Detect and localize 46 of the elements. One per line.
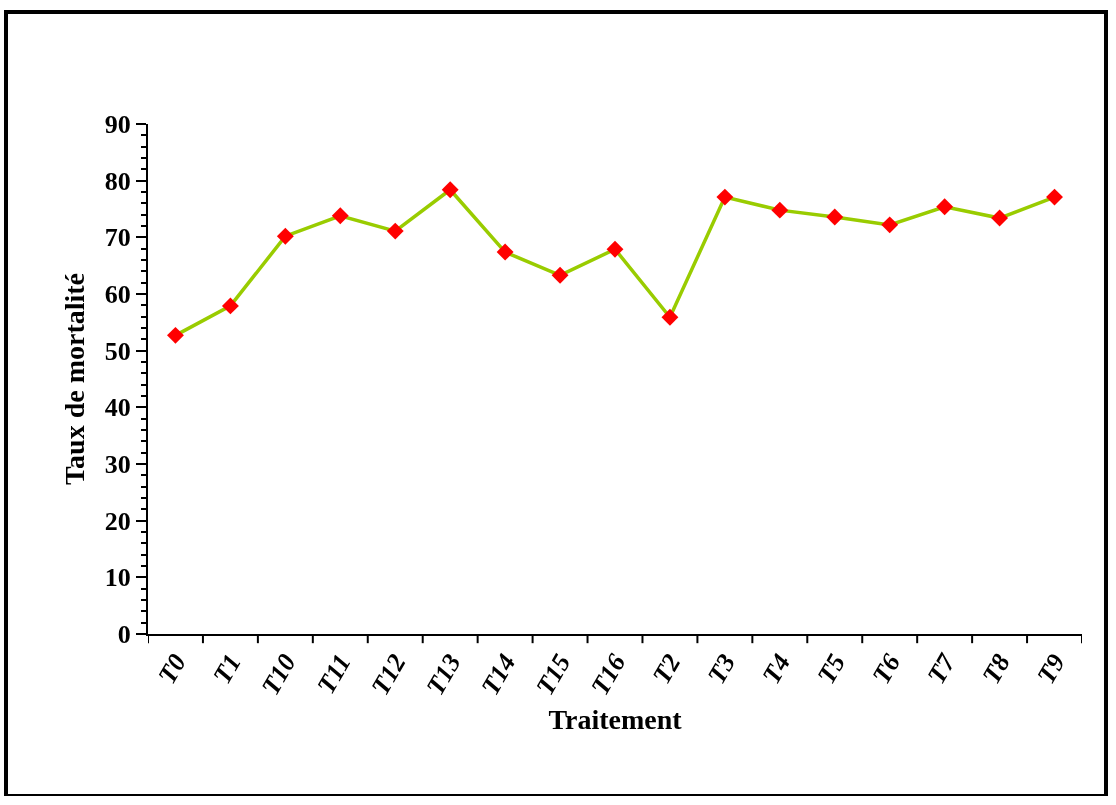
point: [991, 209, 1009, 227]
x-tick-label: T6: [866, 649, 907, 689]
y-tick-label: 50: [104, 336, 131, 366]
point: [826, 208, 844, 226]
x-tick-label: T14: [475, 649, 522, 700]
x-tick-label: T16: [585, 649, 632, 700]
point: [551, 266, 569, 284]
x-tick-label: T4: [756, 649, 797, 689]
y-tick-label: 40: [104, 393, 131, 423]
point: [606, 240, 624, 258]
point: [331, 207, 349, 225]
point: [716, 188, 734, 206]
y-axis-title: Taux de mortalité: [59, 272, 90, 486]
x-axis-title: Traitement: [548, 703, 683, 735]
x-tick-label: T5: [811, 649, 852, 689]
point: [276, 227, 294, 245]
point: [661, 308, 679, 326]
y-tick-label: 30: [104, 450, 131, 480]
x-tick-label: T2: [646, 649, 687, 689]
point: [881, 216, 899, 234]
x-tick-label: T9: [1031, 649, 1071, 689]
x-tick-label: T12: [365, 649, 412, 700]
point: [386, 222, 404, 240]
y-tick-label: 80: [104, 166, 131, 196]
x-tick-label: T1: [207, 649, 247, 689]
point: [441, 181, 459, 199]
point: [771, 201, 789, 219]
point: [221, 297, 239, 315]
x-tick-label: T7: [921, 648, 962, 689]
point: [936, 198, 954, 216]
y-tick-label: 20: [104, 506, 131, 536]
x-tick-label: T15: [530, 649, 577, 700]
y-tick-label: 60: [104, 280, 131, 310]
x-tick-label: T3: [701, 649, 742, 689]
point: [496, 243, 514, 261]
x-tick-label: T11: [311, 649, 357, 699]
x-tick-label: T8: [976, 649, 1017, 689]
y-tick-label: 90: [104, 110, 131, 140]
point: [167, 326, 184, 344]
x-tick-label: T10: [255, 649, 302, 700]
y-tick-label: 10: [104, 563, 131, 593]
y-tick-label: 0: [117, 620, 131, 650]
y-tick-label: 70: [104, 223, 131, 253]
x-tick-label: T0: [152, 649, 192, 689]
x-tick-label: T13: [420, 649, 467, 700]
point: [1046, 188, 1063, 206]
